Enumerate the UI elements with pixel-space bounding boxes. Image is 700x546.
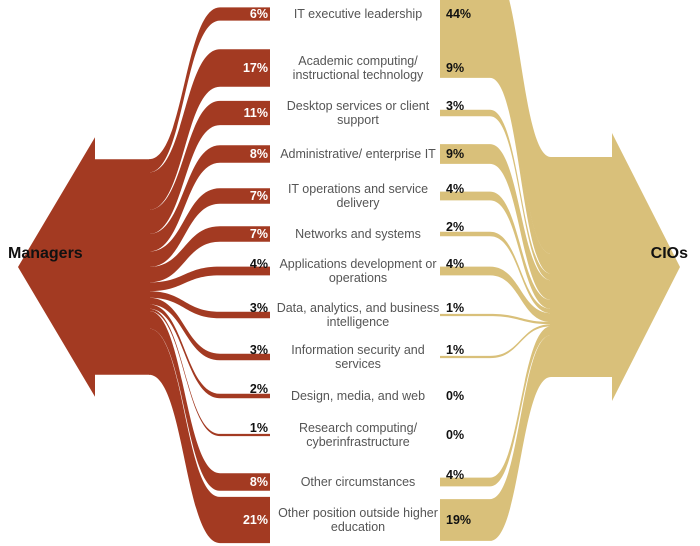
managers-band [149,49,270,210]
managers-label: Managers [8,245,83,262]
managers-band [149,291,270,319]
cios-percent: 0% [446,389,465,403]
managers-percent: 6% [249,7,268,21]
cios-band [440,144,551,300]
cios-percent: 9% [446,61,465,75]
managers-band [149,226,270,283]
cios-percent: 4% [446,468,465,482]
managers-band [149,328,270,544]
managers-percent: 8% [249,475,268,489]
managers-percent: 8% [249,147,268,161]
cios-band [440,58,551,274]
managers-band [149,145,270,252]
cios-band [440,191,551,309]
category-label: Administrative/ enterprise IT [280,147,436,161]
cios-percent: 4% [446,182,465,196]
cios-percent: 1% [446,343,465,357]
cios-percent: 44% [446,7,472,21]
category-label: Academic computing/ instructional techno… [292,54,424,82]
cios-flows [440,0,680,541]
cios-band [440,0,551,254]
cios-band [440,324,551,359]
category-label: IT executive leadership [293,7,423,21]
cios-percent: 0% [446,428,465,442]
managers-percent: 11% [243,106,268,120]
cios-label: CIOs [650,245,688,262]
managers-percent: 21% [242,513,268,527]
managers-band [149,311,270,491]
category-label: Information security and services [291,343,425,371]
category-label: Other circumstances [300,475,416,489]
managers-percent: 3% [249,343,268,357]
managers-percent: 17% [242,61,268,75]
managers-percent: 2% [249,382,268,396]
category-label: Desktop services or client support [286,99,430,127]
managers-band [149,188,270,267]
cios-percent: 9% [446,147,465,161]
managers-band [149,100,270,234]
managers-percent: 3% [249,301,268,315]
managers-arrowhead [18,137,150,397]
managers-band [149,297,270,361]
category-label: Research computing/ cyberinfrastructure [298,421,418,449]
managers-flows [18,7,270,544]
category-label: Data, analytics, and business intelligen… [276,301,440,329]
cios-percent: 2% [446,220,465,234]
cios-band [440,335,551,541]
cios-band [440,231,551,314]
managers-band [149,266,270,292]
cios-band [440,266,551,322]
category-label: Applications development or operations [279,257,437,285]
managers-band [149,7,270,173]
category-label: Design, media, and web [290,389,426,403]
cios-percent: 19% [446,513,472,527]
cios-band [440,313,551,325]
managers-percent: 4% [249,257,268,271]
cios-percent: 4% [446,257,465,271]
cios-percent: 3% [446,99,465,113]
category-label: IT operations and service delivery [287,182,429,210]
category-label: Other position outside higher education [278,506,438,534]
cios-percent: 1% [446,301,465,315]
managers-percent: 7% [249,227,268,241]
cios-band [440,326,551,487]
managers-percent: 7% [249,189,268,203]
cios-arrowhead [550,133,680,401]
managers-percent: 1% [249,421,268,435]
category-label: Networks and systems [295,227,421,241]
